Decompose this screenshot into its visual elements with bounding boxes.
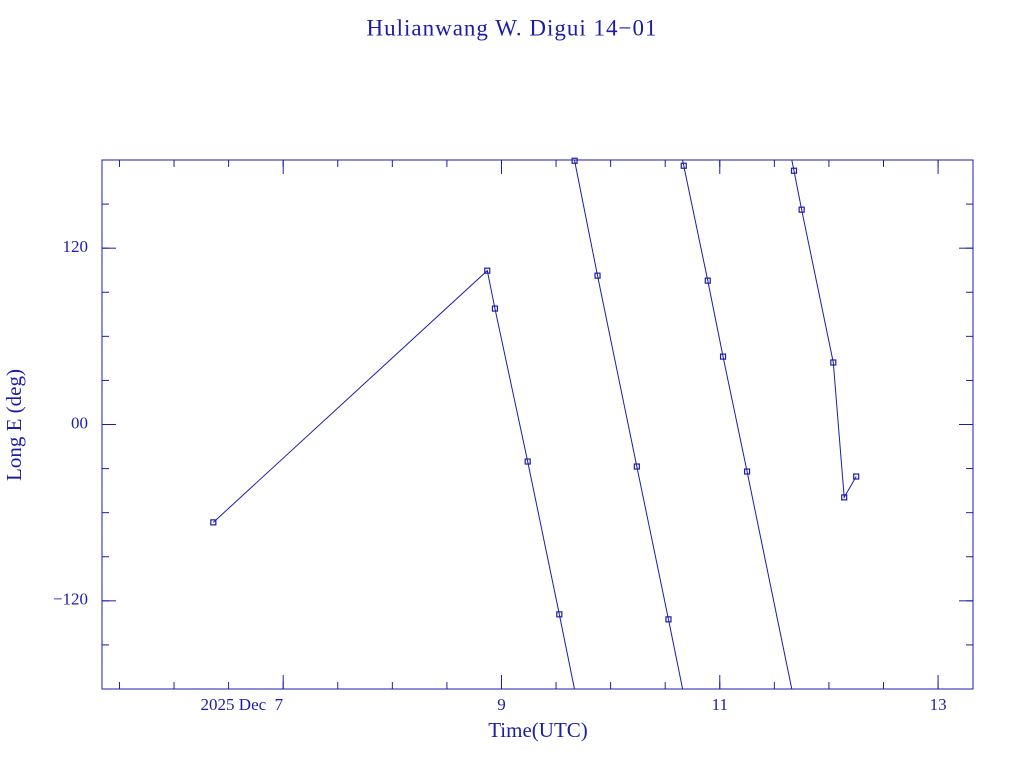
x-tick-label: 11	[712, 695, 728, 714]
point-marker	[790, 167, 798, 174]
wrap-segment	[573, 160, 576, 161]
point-marker	[798, 206, 805, 213]
wrap-segment	[746, 471, 793, 689]
point-marker	[841, 494, 848, 501]
point-marker	[633, 463, 640, 470]
point-marker	[484, 267, 491, 274]
plot-frame	[101, 159, 974, 690]
data-line	[574, 160, 669, 620]
point-marker	[743, 468, 751, 475]
x-tick-label: 9	[497, 695, 506, 714]
x-axis-label: Time(UTC)	[488, 718, 588, 742]
wrap-segment	[791, 160, 795, 171]
y-tick-label: −120	[53, 590, 88, 609]
data-line	[212, 269, 560, 615]
point-marker	[665, 616, 672, 623]
point-marker	[830, 359, 837, 366]
x-tick-label: 13	[930, 695, 947, 714]
point-marker	[556, 611, 563, 618]
wrap-segment	[682, 160, 685, 166]
point-marker	[524, 458, 531, 465]
point-marker	[719, 353, 727, 360]
point-marker	[680, 162, 687, 169]
point-marker	[853, 473, 860, 480]
chart-title: Hulianwang W. Digui 14−01	[367, 15, 658, 40]
point-marker	[594, 272, 601, 279]
y-tick-label: 00	[71, 413, 88, 432]
plot-area	[212, 160, 857, 689]
x-tick-label: 2025 Dec 7	[201, 695, 284, 714]
point-marker	[210, 519, 217, 526]
y-axis-label: Long E (deg)	[2, 369, 26, 481]
data-line	[793, 170, 857, 500]
y-tick-label: 120	[63, 237, 89, 256]
wrap-segment	[667, 619, 684, 689]
point-marker	[491, 305, 499, 312]
data-line	[683, 165, 748, 472]
point-marker	[571, 157, 578, 164]
wrap-segment	[558, 614, 575, 689]
point-marker	[704, 277, 711, 284]
